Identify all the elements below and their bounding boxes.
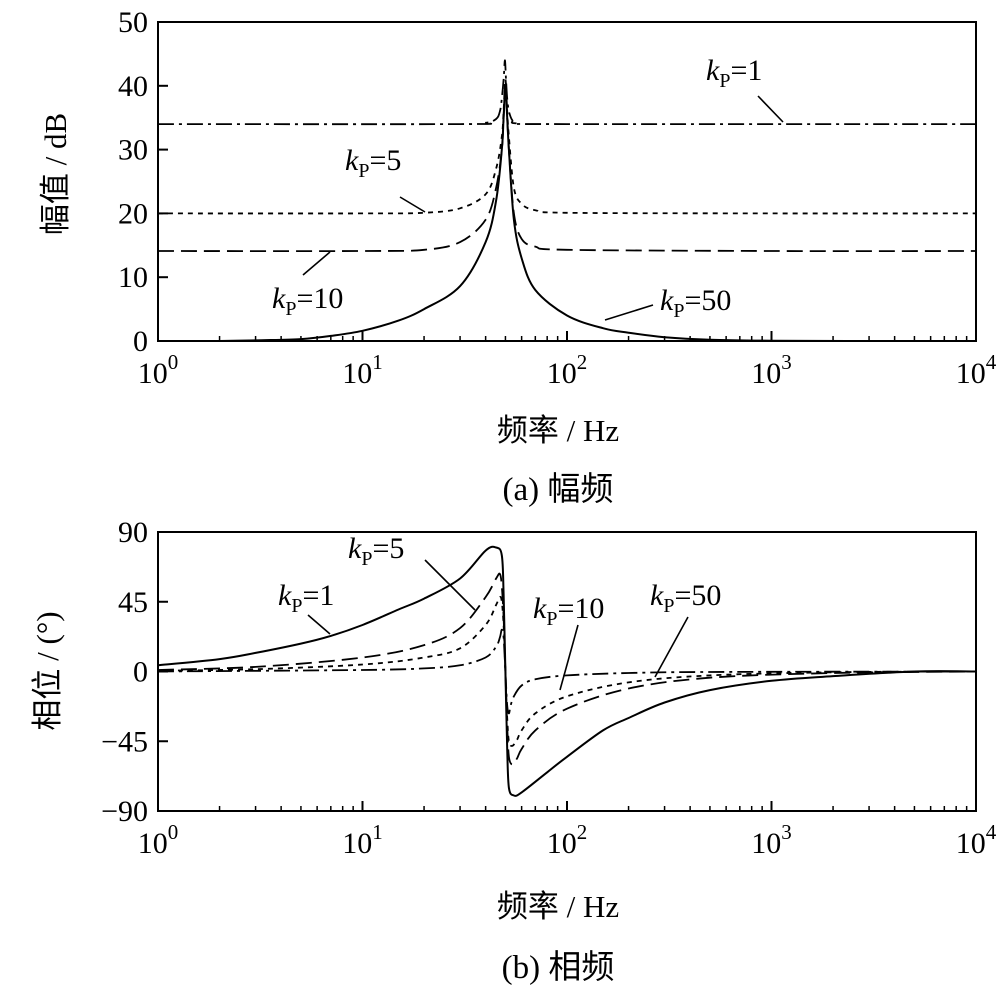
phase-x-tick-label: 104 <box>956 820 997 860</box>
amplitude-ticks: 100 101 102 103 104 0 10 20 30 40 50 <box>118 6 997 390</box>
amplitude-leader-line <box>604 304 654 321</box>
amplitude-x-tick-label: 104 <box>956 350 997 390</box>
amplitude-panel: 100 101 102 103 104 0 10 20 30 40 50 频率 / Hz 幅值 / … <box>38 6 997 508</box>
amplitude-y-tick-label: 50 <box>118 6 148 39</box>
amplitude-series-kp5 <box>157 84 977 253</box>
amplitude-y-axis-title: 幅值 / dB <box>38 113 73 235</box>
amplitude-label-kp10: kP=10 <box>272 282 343 320</box>
phase-ticks: 100 101 102 103 104 90 45 0 −45 −90 <box>101 516 997 860</box>
amplitude-curve-labels: kP=1 kP=5 kP=10 kP=50 <box>272 54 784 322</box>
amplitude-leader-line <box>757 95 784 123</box>
amplitude-x-tick-label: 100 <box>138 350 179 390</box>
amplitude-y-tick-label: 20 <box>118 197 148 230</box>
amplitude-series-kp10 <box>157 78 977 215</box>
phase-x-tick-label: 102 <box>547 820 588 860</box>
amplitude-y-tick-label: 0 <box>133 325 148 358</box>
phase-label-kp10: kP=10 <box>533 592 604 630</box>
phase-y-tick-label: −90 <box>101 795 148 828</box>
amplitude-leader-line <box>399 196 426 213</box>
phase-y-tick-label: 0 <box>133 656 148 689</box>
phase-leader-line <box>654 616 689 678</box>
amplitude-label-kp50: kP=50 <box>660 284 731 322</box>
amplitude-y-tick-label: 30 <box>118 134 148 167</box>
phase-x-tick-label: 101 <box>342 820 383 860</box>
phase-y-axis-title: 相位 / (°) <box>30 611 65 730</box>
phase-leader-line <box>307 614 331 635</box>
phase-curve-labels: kP=1 kP=5 kP=10 kP=50 <box>278 532 721 691</box>
amplitude-label-kp5: kP=5 <box>345 144 401 182</box>
amplitude-y-tick-label: 10 <box>118 261 148 294</box>
phase-x-axis-title: 频率 / Hz <box>497 889 619 924</box>
amplitude-x-tick-label: 101 <box>342 350 383 390</box>
phase-x-tick-label: 103 <box>751 820 792 860</box>
phase-series-layer <box>157 545 977 797</box>
phase-y-tick-label: −45 <box>101 725 148 758</box>
phase-y-tick-label: 90 <box>118 516 148 549</box>
phase-caption: (b) 相频 <box>502 949 615 986</box>
amplitude-x-tick-label: 103 <box>751 350 792 390</box>
phase-y-tick-label: 45 <box>118 586 148 619</box>
phase-x-tick-label: 100 <box>138 820 179 860</box>
amplitude-y-tick-label: 40 <box>118 70 148 103</box>
amplitude-x-tick-label: 102 <box>547 350 588 390</box>
phase-series-kp5 <box>157 572 977 766</box>
phase-leader-line <box>424 559 476 611</box>
phase-series-kp10 <box>157 596 977 747</box>
phase-label-kp50: kP=50 <box>650 579 721 617</box>
phase-leader-line <box>559 624 579 691</box>
phase-label-kp1: kP=1 <box>278 579 334 617</box>
amplitude-label-kp1: kP=1 <box>706 54 762 92</box>
phase-panel: 100 101 102 103 104 90 45 0 −45 −90 频率 / Hz 相位 / … <box>30 516 997 986</box>
amplitude-caption: (a) 幅频 <box>503 471 614 508</box>
phase-series-kp50 <box>157 628 977 715</box>
phase-label-kp5: kP=5 <box>348 532 404 570</box>
amplitude-leader-line <box>302 251 331 276</box>
amplitude-series-kp50 <box>157 59 977 126</box>
amplitude-x-axis-title: 频率 / Hz <box>497 413 619 448</box>
